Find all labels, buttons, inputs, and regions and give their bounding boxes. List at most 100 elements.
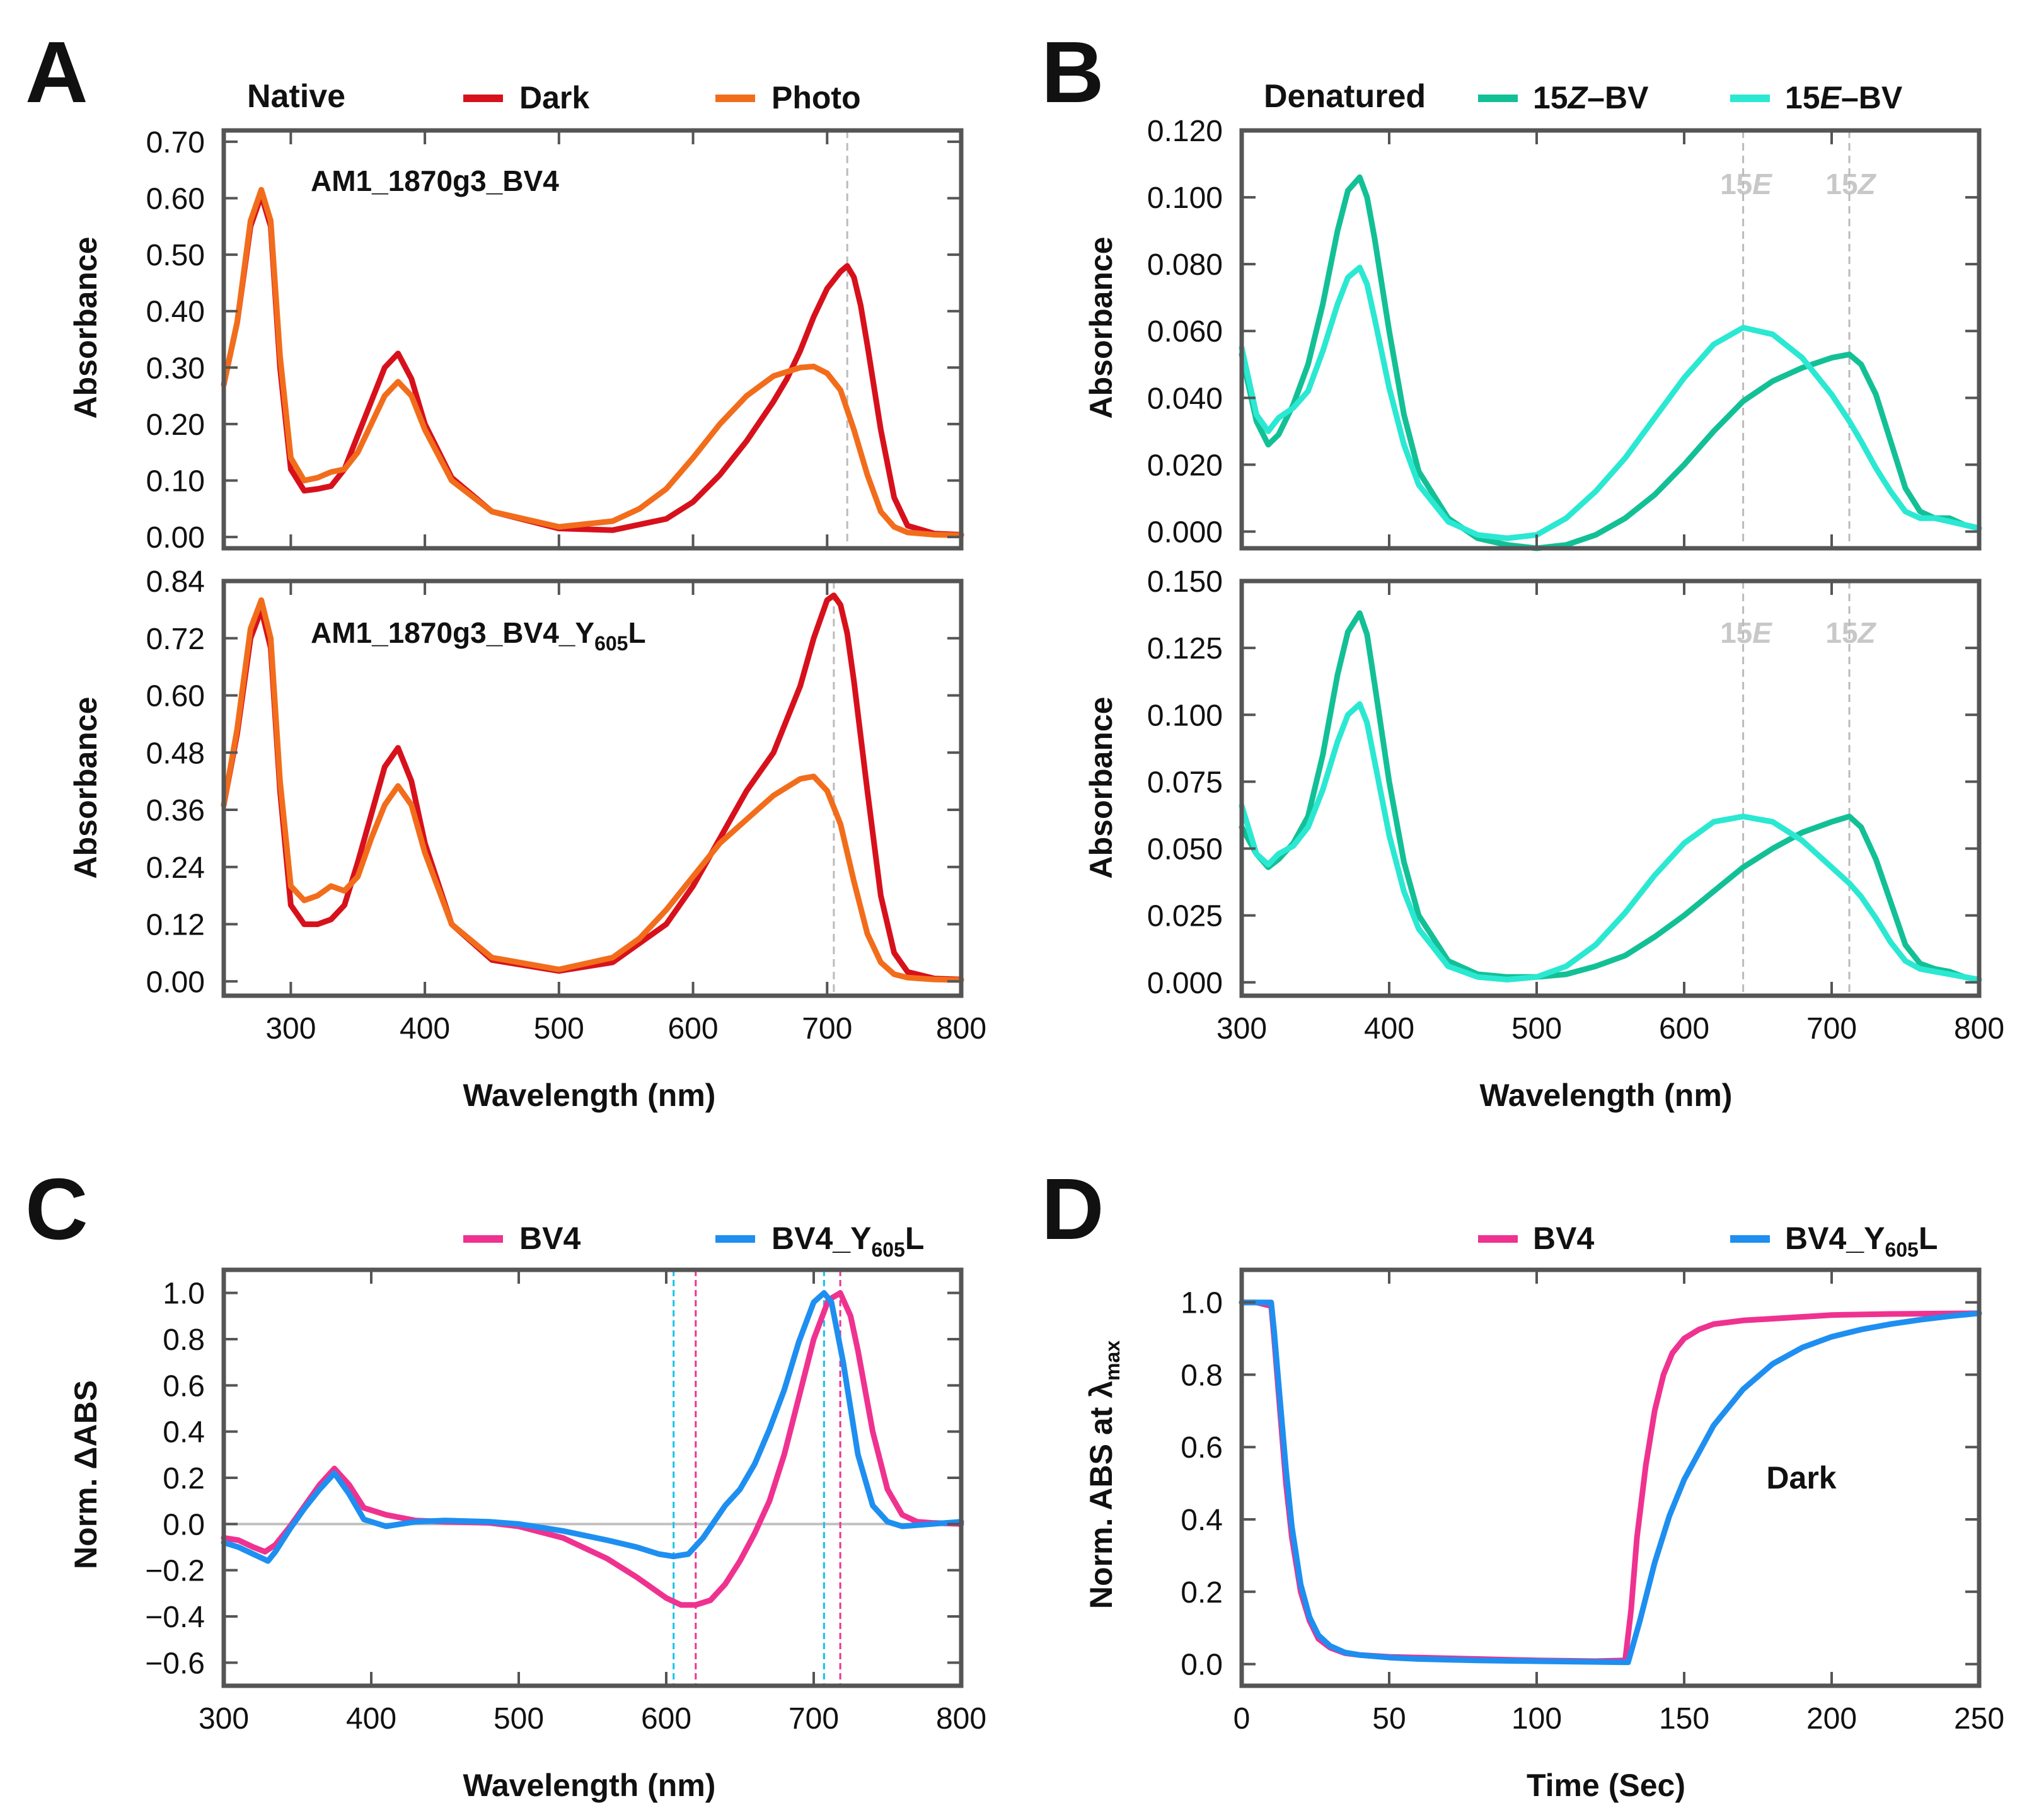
marker-15e-pre: 15 [1720, 616, 1752, 649]
y-tick-label: 0.4 [1181, 1504, 1223, 1537]
title-main: AM1_1870g3_BV4_Y [311, 616, 594, 649]
y-tick-label: 0.020 [1147, 449, 1223, 482]
y-tick-label: 0.12 [146, 909, 205, 942]
x-tick-label: 700 [802, 1012, 852, 1045]
x-tick-label: 400 [346, 1702, 396, 1736]
y-tick-label: 0.000 [1147, 967, 1223, 1000]
x-tick-label: 150 [1659, 1702, 1709, 1736]
plot-frame [221, 579, 964, 998]
marker-label-15z-bottom: 15Z [1825, 616, 1876, 649]
panel-b-xlabel: Wavelength (nm) [1480, 1078, 1733, 1113]
y-tick-label: 1.0 [163, 1277, 205, 1311]
y-tick-label: 0.6 [163, 1369, 205, 1403]
plot-a-bottom-title: AM1_1870g3_BV4_Y605L [311, 616, 646, 655]
y-tick-label: 0.84 [146, 565, 205, 599]
x-tick-label: 300 [199, 1702, 249, 1736]
x-tick-label: 300 [1216, 1012, 1267, 1045]
panel-letter-d: D [1041, 1161, 1104, 1258]
y-tick-label: 0.100 [1147, 181, 1223, 215]
plot-c-ylabel: Norm. ΔABS [68, 1380, 103, 1569]
x-tick-label: 300 [265, 1012, 316, 1045]
y-tick-label: 0.40 [146, 296, 205, 329]
plot-a-bottom-ylabel: Absorbance [68, 697, 103, 879]
x-tick-label: 700 [789, 1702, 839, 1736]
y-tick-label: 0.150 [1147, 565, 1223, 599]
legend-15e-post: –BV [1841, 80, 1903, 115]
ylabel-sub: max [1101, 1340, 1124, 1381]
legend-label-15z-bv: 15Z–BV [1533, 80, 1649, 115]
y-tick-label: 0.60 [146, 183, 205, 216]
marker-15e-pre: 15 [1720, 168, 1752, 200]
y-tick-label: 0.125 [1147, 632, 1223, 665]
y-tick-label: −0.6 [145, 1647, 205, 1680]
legend-label-photo: Photo [771, 80, 861, 115]
plot-b-top: 15E 15Z 0.0000.0200.0400.0600.0800.1000.… [1147, 115, 1982, 551]
y-tick-label: 0.2 [1181, 1576, 1223, 1610]
panel-letter-c: C [25, 1161, 88, 1258]
x-tick-label: 600 [641, 1702, 691, 1736]
y-tick-label: 0.50 [146, 239, 205, 272]
y-tick-label: 0.24 [146, 851, 205, 885]
series-line-15e-bv [1239, 701, 1982, 982]
series-line-bv4 [221, 1290, 964, 1608]
series-line-bv4-y605l [1239, 1299, 1982, 1666]
series-line-photo [221, 187, 964, 538]
y-tick-label: 0.00 [146, 965, 205, 999]
plot-frame [221, 128, 964, 551]
panel-a-xlabel: Wavelength (nm) [463, 1078, 716, 1113]
legend-y-main: BV4_Y [1785, 1221, 1885, 1256]
title-subscript: 605 [594, 632, 628, 655]
plot-b-bottom-ylabel: Absorbance [1083, 697, 1119, 879]
panel-c-xlabel: Wavelength (nm) [463, 1768, 716, 1803]
legend-label-15e-bv: 15E–BV [1785, 80, 1903, 115]
panel-a-header: Native [247, 78, 345, 115]
marker-15e-ital: E [1752, 168, 1772, 200]
y-tick-label: 0.36 [146, 794, 205, 827]
y-tick-label: 0.10 [146, 464, 205, 498]
series-line-photo [221, 597, 964, 983]
marker-15e-ital: E [1752, 616, 1772, 649]
panel-b-header: Denatured [1264, 78, 1426, 115]
plot-a-top: AM1_1870g3_BV4 0.00 0.10 0.20 0.30 0.40 0.50 0… [146, 126, 964, 555]
marker-15z-pre: 15 [1825, 616, 1857, 649]
y-tick-label: 0.2 [163, 1462, 205, 1495]
y-tick-label: −0.4 [145, 1601, 205, 1634]
y-tick-label: 0.8 [163, 1323, 205, 1357]
y-tick-label: 0.0 [1181, 1649, 1223, 1682]
x-tick-label: 800 [936, 1012, 986, 1045]
series-line-15e-bv [1239, 265, 1982, 541]
plot-frame [1239, 579, 1982, 998]
y-tick-label: 0.72 [146, 623, 205, 656]
x-tick-label: 400 [1364, 1012, 1414, 1045]
panel-b-legend: 15Z–BV 15E–BV [1478, 80, 1903, 115]
x-tick-label: 800 [1954, 1012, 2004, 1045]
legend-label-bv4: BV4 [519, 1221, 581, 1256]
x-tick-label: 250 [1954, 1702, 2004, 1736]
y-tick-label: 0.48 [146, 737, 205, 770]
y-tick-label: 0.075 [1147, 766, 1223, 799]
y-tick-label: 0.080 [1147, 248, 1223, 282]
legend-label-dark: Dark [519, 80, 589, 115]
y-tick-label: −0.2 [145, 1555, 205, 1588]
marker-15z-ital: Z [1857, 616, 1877, 649]
x-tick-label: 500 [1511, 1012, 1562, 1045]
x-tick-label: 500 [534, 1012, 584, 1045]
panel-letter-a: A [25, 24, 88, 121]
x-tick-label: 800 [936, 1702, 986, 1736]
x-tick-label: 0 [1233, 1702, 1251, 1736]
y-tick-label: 0.60 [146, 680, 205, 713]
legend-15z-pre: 15 [1533, 80, 1568, 115]
legend-label-bv4: BV4 [1533, 1221, 1594, 1256]
legend-y-sub: 605 [1885, 1238, 1918, 1261]
y-tick-label: 0.70 [146, 126, 205, 159]
x-tick-label: 700 [1806, 1012, 1857, 1045]
y-tick-label: 0.8 [1181, 1359, 1223, 1392]
panel-letter-b: B [1041, 24, 1104, 121]
y-tick-label: 0.000 [1147, 515, 1223, 549]
series-line-15z-bv [1239, 610, 1982, 982]
x-tick-label: 400 [400, 1012, 450, 1045]
marker-15z-ital: Z [1857, 168, 1877, 200]
y-tick-label: 0.00 [146, 521, 205, 555]
plot-frame [1239, 1267, 1982, 1688]
